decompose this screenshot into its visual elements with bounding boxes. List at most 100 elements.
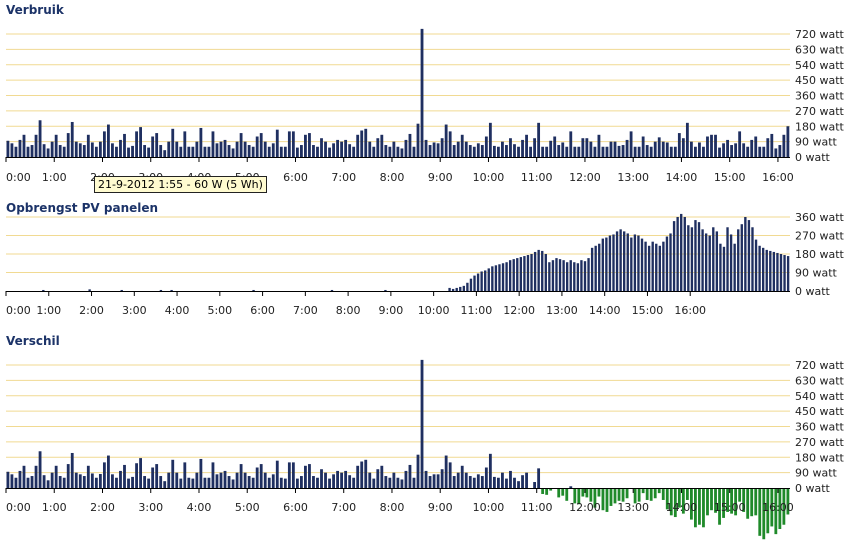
- bar[interactable]: [786, 256, 790, 291]
- bar[interactable]: [558, 259, 562, 291]
- bar[interactable]: [621, 488, 625, 502]
- bar[interactable]: [247, 476, 251, 488]
- bar[interactable]: [247, 145, 251, 157]
- bar[interactable]: [94, 477, 98, 488]
- bar[interactable]: [501, 472, 504, 489]
- bar[interactable]: [719, 243, 722, 291]
- bar[interactable]: [517, 481, 520, 488]
- bar[interactable]: [509, 138, 512, 157]
- bar[interactable]: [633, 234, 637, 291]
- bar[interactable]: [90, 473, 94, 488]
- bar[interactable]: [619, 229, 622, 291]
- bar[interactable]: [444, 455, 448, 488]
- bar[interactable]: [380, 134, 384, 157]
- bar[interactable]: [30, 476, 34, 488]
- bar[interactable]: [300, 476, 303, 488]
- bar[interactable]: [714, 488, 717, 513]
- bar[interactable]: [332, 143, 335, 157]
- bar[interactable]: [617, 145, 621, 157]
- bar[interactable]: [561, 488, 565, 496]
- bar[interactable]: [645, 488, 649, 500]
- bar[interactable]: [492, 145, 496, 157]
- bar[interactable]: [722, 246, 726, 291]
- bar[interactable]: [175, 472, 179, 489]
- bar[interactable]: [710, 488, 713, 511]
- bar[interactable]: [640, 238, 644, 291]
- bar[interactable]: [452, 476, 456, 488]
- bar[interactable]: [170, 289, 173, 291]
- bar[interactable]: [42, 144, 46, 157]
- bar[interactable]: [555, 258, 558, 291]
- bar[interactable]: [348, 144, 352, 157]
- bar[interactable]: [601, 488, 605, 511]
- bar[interactable]: [416, 454, 420, 488]
- bar[interactable]: [444, 124, 448, 157]
- bar[interactable]: [585, 488, 589, 498]
- bar[interactable]: [617, 488, 621, 501]
- bar[interactable]: [625, 139, 629, 157]
- bar[interactable]: [677, 133, 681, 157]
- bar[interactable]: [494, 265, 498, 291]
- bar[interactable]: [239, 133, 243, 157]
- bar[interactable]: [312, 145, 315, 157]
- bar[interactable]: [712, 227, 715, 291]
- bar[interactable]: [498, 264, 501, 291]
- bar[interactable]: [714, 134, 717, 157]
- bar[interactable]: [392, 472, 396, 489]
- bar[interactable]: [630, 237, 633, 291]
- bar[interactable]: [544, 254, 547, 291]
- bar[interactable]: [279, 146, 283, 157]
- bar[interactable]: [448, 462, 452, 489]
- bar[interactable]: [139, 127, 142, 157]
- bar[interactable]: [219, 141, 223, 158]
- bar[interactable]: [541, 488, 545, 494]
- bar[interactable]: [585, 138, 589, 157]
- bar[interactable]: [590, 247, 594, 291]
- bar[interactable]: [98, 141, 102, 158]
- bar[interactable]: [424, 470, 428, 488]
- bar[interactable]: [501, 263, 505, 291]
- bar[interactable]: [601, 146, 605, 157]
- bar[interactable]: [372, 478, 376, 488]
- bar[interactable]: [782, 134, 786, 157]
- bar[interactable]: [742, 488, 746, 512]
- bar[interactable]: [151, 467, 155, 489]
- bar[interactable]: [545, 488, 549, 495]
- bar[interactable]: [626, 233, 629, 291]
- bar[interactable]: [689, 488, 693, 520]
- bar[interactable]: [710, 134, 713, 157]
- bar[interactable]: [548, 262, 551, 291]
- bar[interactable]: [685, 122, 689, 157]
- bar[interactable]: [50, 472, 54, 489]
- bar[interactable]: [384, 476, 388, 488]
- bar[interactable]: [147, 478, 151, 488]
- bar[interactable]: [676, 217, 679, 291]
- bar[interactable]: [42, 475, 46, 488]
- bar[interactable]: [308, 133, 311, 157]
- bar[interactable]: [283, 146, 287, 157]
- bar[interactable]: [88, 289, 91, 291]
- bar[interactable]: [295, 147, 299, 157]
- bar[interactable]: [488, 453, 492, 488]
- bar[interactable]: [175, 141, 179, 158]
- bar[interactable]: [455, 287, 458, 291]
- bar[interactable]: [529, 146, 532, 157]
- bar[interactable]: [737, 229, 740, 291]
- bar[interactable]: [360, 461, 364, 488]
- bar[interactable]: [612, 234, 615, 291]
- bar[interactable]: [364, 128, 368, 157]
- bar[interactable]: [608, 235, 612, 292]
- bar[interactable]: [706, 136, 709, 158]
- bar[interactable]: [155, 133, 159, 157]
- bar[interactable]: [42, 289, 45, 291]
- bar[interactable]: [629, 131, 633, 158]
- bar[interactable]: [22, 134, 26, 157]
- bar[interactable]: [336, 139, 339, 157]
- bar[interactable]: [460, 134, 464, 157]
- bar[interactable]: [195, 141, 199, 158]
- bar[interactable]: [497, 477, 500, 488]
- bar[interactable]: [243, 472, 247, 489]
- bar[interactable]: [758, 488, 762, 536]
- bar[interactable]: [573, 488, 577, 504]
- bar[interactable]: [569, 131, 573, 158]
